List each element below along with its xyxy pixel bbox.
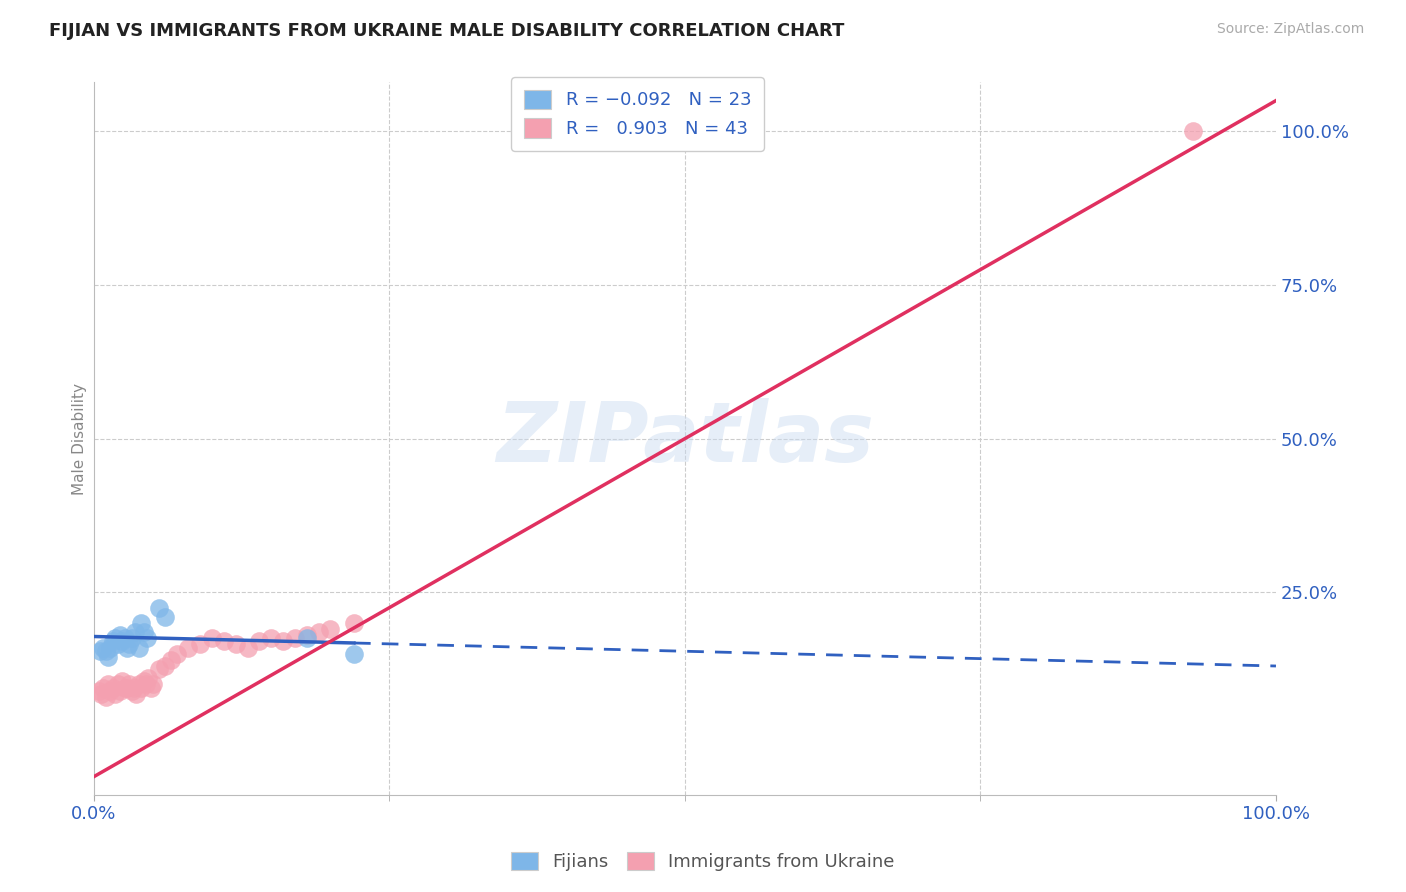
Point	[177, 640, 200, 655]
Point	[97, 677, 120, 691]
Legend: R = −0.092   N = 23, R =   0.903   N = 43: R = −0.092 N = 23, R = 0.903 N = 43	[512, 77, 763, 151]
Point	[132, 674, 155, 689]
Point	[136, 632, 159, 646]
Point	[188, 638, 211, 652]
Point	[111, 674, 134, 689]
Point	[136, 671, 159, 685]
Point	[148, 662, 170, 676]
Point	[128, 640, 150, 655]
Point	[201, 632, 224, 646]
Point	[101, 634, 124, 648]
Point	[122, 681, 145, 695]
Point	[142, 677, 165, 691]
Point	[94, 690, 117, 704]
Point	[153, 610, 176, 624]
Point	[225, 638, 247, 652]
Text: FIJIAN VS IMMIGRANTS FROM UKRAINE MALE DISABILITY CORRELATION CHART: FIJIAN VS IMMIGRANTS FROM UKRAINE MALE D…	[49, 22, 845, 40]
Point	[114, 681, 136, 695]
Point	[135, 677, 157, 691]
Point	[124, 625, 146, 640]
Point	[125, 687, 148, 701]
Point	[104, 687, 127, 701]
Point	[93, 640, 115, 655]
Point	[94, 643, 117, 657]
Point	[107, 677, 129, 691]
Point	[128, 677, 150, 691]
Point	[212, 634, 235, 648]
Point	[249, 634, 271, 648]
Point	[118, 638, 141, 652]
Point	[343, 647, 366, 661]
Point	[295, 628, 318, 642]
Point	[132, 625, 155, 640]
Point	[319, 622, 342, 636]
Point	[121, 683, 143, 698]
Point	[100, 640, 122, 655]
Point	[1182, 124, 1205, 138]
Point	[236, 640, 259, 655]
Point	[100, 683, 122, 698]
Point	[129, 615, 152, 630]
Point	[118, 677, 141, 691]
Point	[166, 647, 188, 661]
Point	[284, 632, 307, 646]
Point	[129, 681, 152, 695]
Point	[139, 681, 162, 695]
Point	[343, 615, 366, 630]
Point	[101, 681, 124, 695]
Point	[159, 653, 181, 667]
Point	[115, 681, 138, 695]
Y-axis label: Male Disability: Male Disability	[72, 383, 87, 494]
Point	[115, 640, 138, 655]
Point	[114, 632, 136, 646]
Point	[153, 659, 176, 673]
Text: ZIPatlas: ZIPatlas	[496, 398, 875, 479]
Point	[121, 632, 143, 646]
Legend: Fijians, Immigrants from Ukraine: Fijians, Immigrants from Ukraine	[503, 845, 903, 879]
Point	[308, 625, 330, 640]
Point	[108, 683, 131, 698]
Point	[89, 643, 111, 657]
Text: Source: ZipAtlas.com: Source: ZipAtlas.com	[1216, 22, 1364, 37]
Point	[148, 600, 170, 615]
Point	[107, 638, 129, 652]
Point	[111, 634, 134, 648]
Point	[108, 628, 131, 642]
Point	[104, 632, 127, 646]
Point	[87, 683, 110, 698]
Point	[93, 681, 115, 695]
Point	[260, 632, 283, 646]
Point	[97, 649, 120, 664]
Point	[271, 634, 294, 648]
Point	[90, 687, 112, 701]
Point	[295, 632, 318, 646]
